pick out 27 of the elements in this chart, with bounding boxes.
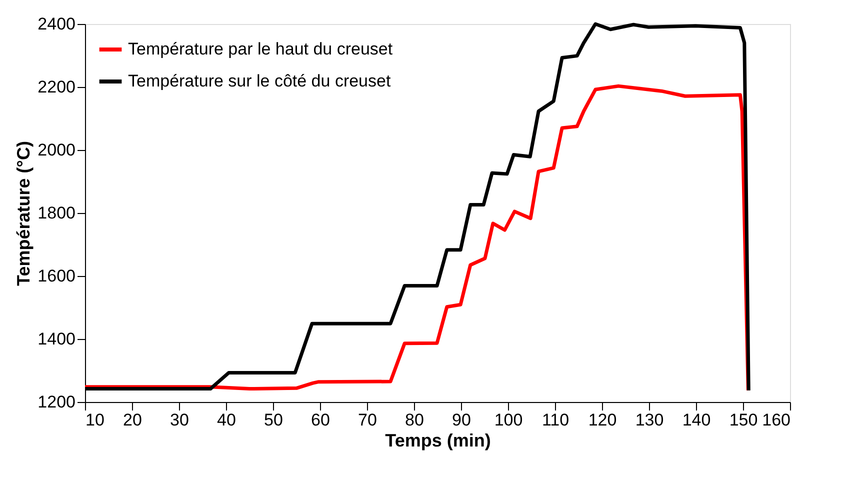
y-tick-label: 1200 — [38, 392, 76, 412]
y-tick-label: 1800 — [38, 204, 76, 222]
x-tick-label: 20 — [123, 410, 142, 430]
x-tick-label: 50 — [264, 410, 283, 430]
x-axis-title: Temps (min) — [385, 430, 491, 450]
y-tick-label: 2000 — [38, 140, 76, 160]
y-tick-label: 1400 — [38, 330, 76, 348]
x-tick-label: 70 — [358, 410, 377, 430]
y-tick-label: 1600 — [38, 266, 76, 286]
x-tick-label: 40 — [217, 410, 236, 430]
x-tick-label: 120 — [588, 410, 617, 430]
x-tick-label: 140 — [682, 410, 711, 430]
x-tick-label: 110 — [542, 410, 570, 430]
x-tick-label: 160 — [762, 410, 790, 430]
x-tick-label: 150 — [729, 410, 758, 430]
x-tick-label: 90 — [452, 410, 471, 430]
y-tick-label: 2200 — [38, 78, 76, 96]
x-tick-label: 130 — [635, 410, 664, 430]
x-tick-label: 10 — [86, 410, 104, 430]
x-tick-label: 60 — [311, 410, 330, 430]
y-axis-title: Température (°C) — [14, 141, 34, 286]
x-tick-label: 30 — [170, 410, 189, 430]
y-tick-label: 2400 — [38, 14, 76, 34]
legend-label: Température sur le côté du creuset — [128, 72, 391, 90]
x-tick-label: 100 — [494, 410, 523, 430]
legend-label: Température par le haut du creuset — [128, 40, 393, 58]
x-tick-label: 80 — [405, 410, 424, 430]
